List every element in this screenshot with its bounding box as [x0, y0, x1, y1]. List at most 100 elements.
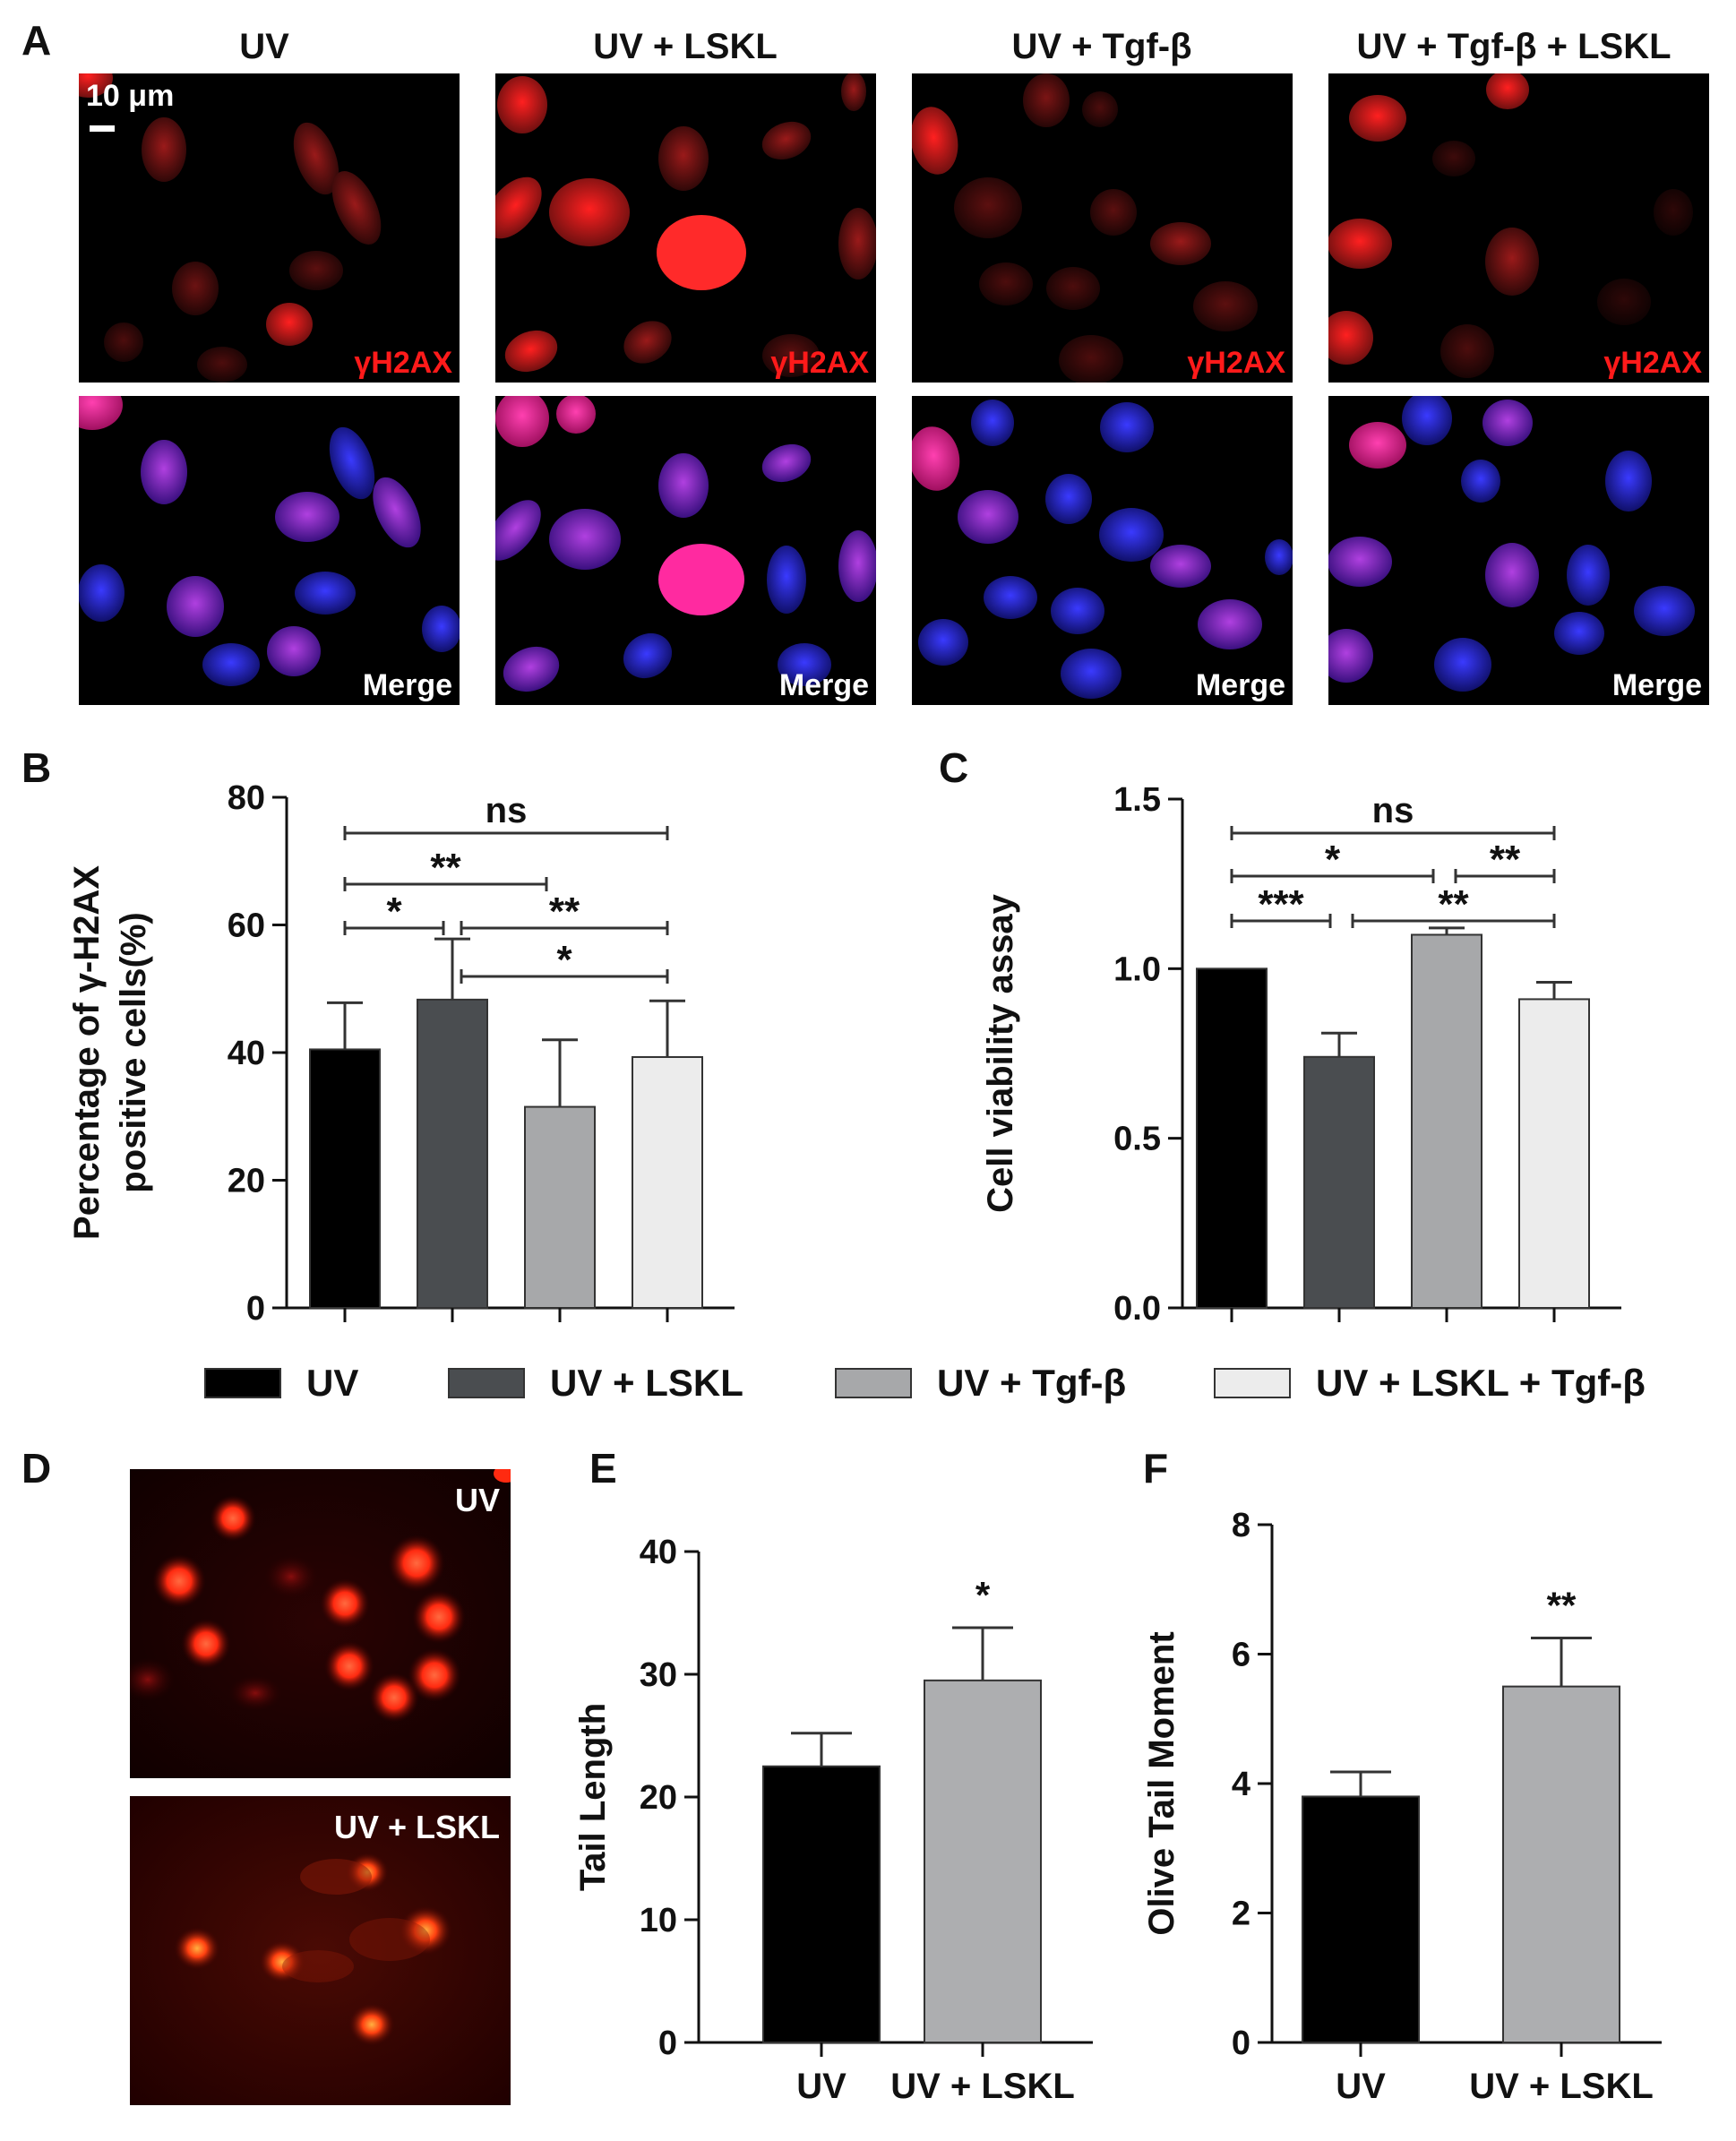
micrograph-uv-merge: Merge	[79, 396, 460, 705]
micrograph-uv-tgfb-lskl-h2ax: γH2AX	[1328, 73, 1709, 383]
micrograph-uv-tgfb-merge: Merge	[912, 396, 1293, 705]
legend-label: UV + Tgf-β	[937, 1362, 1127, 1404]
bar-2	[524, 1105, 596, 1309]
panel-c-letter: C	[939, 744, 969, 791]
bar-1	[417, 998, 488, 1310]
y-axis-label: Cell viability assay	[981, 893, 1020, 1213]
y-tick-label: 80	[228, 779, 265, 817]
x-tick-label: UV	[796, 2067, 847, 2106]
significance-label-4: *	[556, 938, 572, 982]
bar-0	[1196, 967, 1268, 1309]
significance-label-1: *	[1325, 838, 1341, 881]
significance-label-2: **	[1490, 838, 1521, 881]
panel-a-letter: A	[21, 17, 52, 64]
bar-0	[762, 1765, 881, 2043]
legend-swatch	[1214, 1368, 1291, 1398]
channel-label-merge: Merge	[778, 668, 869, 702]
micrograph-uv-lskl-h2ax: γH2AX	[495, 73, 876, 383]
y-tick-label: 20	[640, 1779, 677, 1817]
y-axis-label: positive cells(%)	[114, 912, 153, 1192]
legend-swatch	[448, 1368, 525, 1398]
comet-image-uv-lskl: UV + LSKL	[130, 1796, 511, 2105]
column-title-uv: UV	[239, 27, 289, 66]
y-axis-label: Olive Tail Moment	[1142, 1631, 1182, 1935]
comet-image-uv: UV	[130, 1469, 511, 1778]
micrograph-uv-tgfb-h2ax: γH2AX	[912, 73, 1293, 383]
x-tick-label: UV + LSKL	[1469, 2067, 1654, 2106]
bar-0	[309, 1048, 381, 1309]
significance-stars-1: **	[1547, 1584, 1577, 1626]
y-tick-label: 30	[640, 1656, 677, 1694]
panel-d-letter: D	[21, 1445, 52, 1492]
legend-item-uv-lskl-tgfb: UV + LSKL + Tgf-β	[1214, 1362, 1646, 1404]
y-tick-label: 2	[1232, 1896, 1250, 1933]
micrograph-uv-h2ax: 10 μm γH2AX	[79, 73, 460, 383]
y-tick-label: 6	[1232, 1637, 1250, 1674]
bar-0	[1302, 1795, 1420, 2043]
column-title-uv-tgfb-lskl: UV + Tgf-β + LSKL	[1356, 27, 1672, 66]
scale-bar	[90, 125, 115, 132]
y-axis-label: Percentage of γ-H2AX	[67, 865, 107, 1240]
channel-label-merge: Merge	[362, 668, 452, 702]
y-tick-label: 1.0	[1113, 950, 1161, 988]
x-tick-label: UV + LSKL	[890, 2067, 1075, 2106]
channel-label-merge: Merge	[1195, 668, 1285, 702]
y-tick-label: 8	[1232, 1507, 1250, 1544]
bar-3	[632, 1055, 703, 1309]
y-axis-label: Tail Length	[573, 1703, 613, 1891]
panel-f-letter: F	[1143, 1445, 1169, 1492]
channel-label-h2ax: γH2AX	[354, 346, 452, 380]
micrograph-uv-lskl-merge: Merge	[495, 396, 876, 705]
significance-label-3: ***	[1258, 882, 1304, 926]
column-title-uv-lskl: UV + LSKL	[593, 27, 778, 66]
significance-label-3: **	[549, 890, 580, 933]
chart-e-tail-length: 0 10 20 30 40 Tail Length UV UV + LSKL *	[555, 1469, 1129, 2132]
bar-1	[924, 1679, 1042, 2043]
legend-label: UV	[306, 1362, 359, 1404]
scale-bar-label: 10 μm	[86, 79, 175, 113]
x-tick-label: UV	[1336, 2067, 1386, 2106]
legend-swatch	[204, 1368, 281, 1398]
bar-1	[1303, 1055, 1375, 1309]
micrograph-uv-tgfb-lskl-merge: Merge	[1328, 396, 1709, 705]
y-tick-label: 4	[1232, 1766, 1250, 1803]
bar-3	[1518, 998, 1590, 1309]
legend-item-uv-tgfb: UV + Tgf-β	[835, 1362, 1126, 1404]
significance-stars-1: *	[975, 1574, 991, 1616]
y-tick-label: 60	[228, 907, 265, 945]
significance-label-0: ns	[1372, 791, 1414, 830]
y-tick-label: 0	[246, 1290, 265, 1328]
y-tick-label: 1.5	[1113, 781, 1161, 819]
panel-e-letter: E	[589, 1445, 617, 1492]
significance-label-0: ns	[486, 791, 528, 830]
column-title-uv-tgfb: UV + Tgf-β	[1011, 27, 1192, 66]
y-tick-label: 40	[640, 1534, 677, 1571]
y-tick-label: 0	[1232, 2025, 1250, 2062]
chart-c-cell-viability: 0.0 0.5 1.0 1.5 Cell viability assay ns * ** ***…	[923, 770, 1729, 1344]
significance-label-1: **	[430, 846, 461, 890]
bar-1	[1502, 1685, 1620, 2043]
legend-item-uv: UV	[204, 1362, 358, 1404]
y-tick-label: 10	[640, 1902, 677, 1939]
y-tick-label: 0	[658, 2025, 677, 2062]
significance-label-4: **	[1438, 882, 1469, 926]
channel-label-h2ax: γH2AX	[1187, 346, 1285, 380]
y-tick-label: 40	[228, 1035, 265, 1072]
legend-item-uv-lskl: UV + LSKL	[448, 1362, 743, 1404]
panel-b-letter: B	[21, 744, 52, 791]
channel-label-h2ax: γH2AX	[770, 346, 869, 380]
comet-label-uv: UV	[454, 1482, 500, 1518]
comet-label-uv-lskl: UV + LSKL	[333, 1809, 500, 1845]
y-tick-label: 20	[228, 1163, 265, 1200]
legend-swatch	[835, 1368, 912, 1398]
y-tick-label: 0.5	[1113, 1121, 1161, 1158]
channel-label-h2ax: γH2AX	[1603, 346, 1702, 380]
legend-label: UV + LSKL	[550, 1362, 743, 1404]
bar-2	[1411, 933, 1482, 1309]
channel-label-merge: Merge	[1611, 668, 1702, 702]
y-tick-label: 0.0	[1113, 1290, 1161, 1328]
legend-label: UV + LSKL + Tgf-β	[1316, 1362, 1646, 1404]
chart-b-h2ax-percentage: 0 20 40 60 80 Percentage of γ-H2AX positive ce…	[0, 770, 806, 1344]
chart-f-olive-tail-moment: 0 2 4 6 8 Olive Tail Moment UV UV + LSKL **	[1124, 1469, 1715, 2132]
significance-label-2: *	[386, 890, 402, 933]
